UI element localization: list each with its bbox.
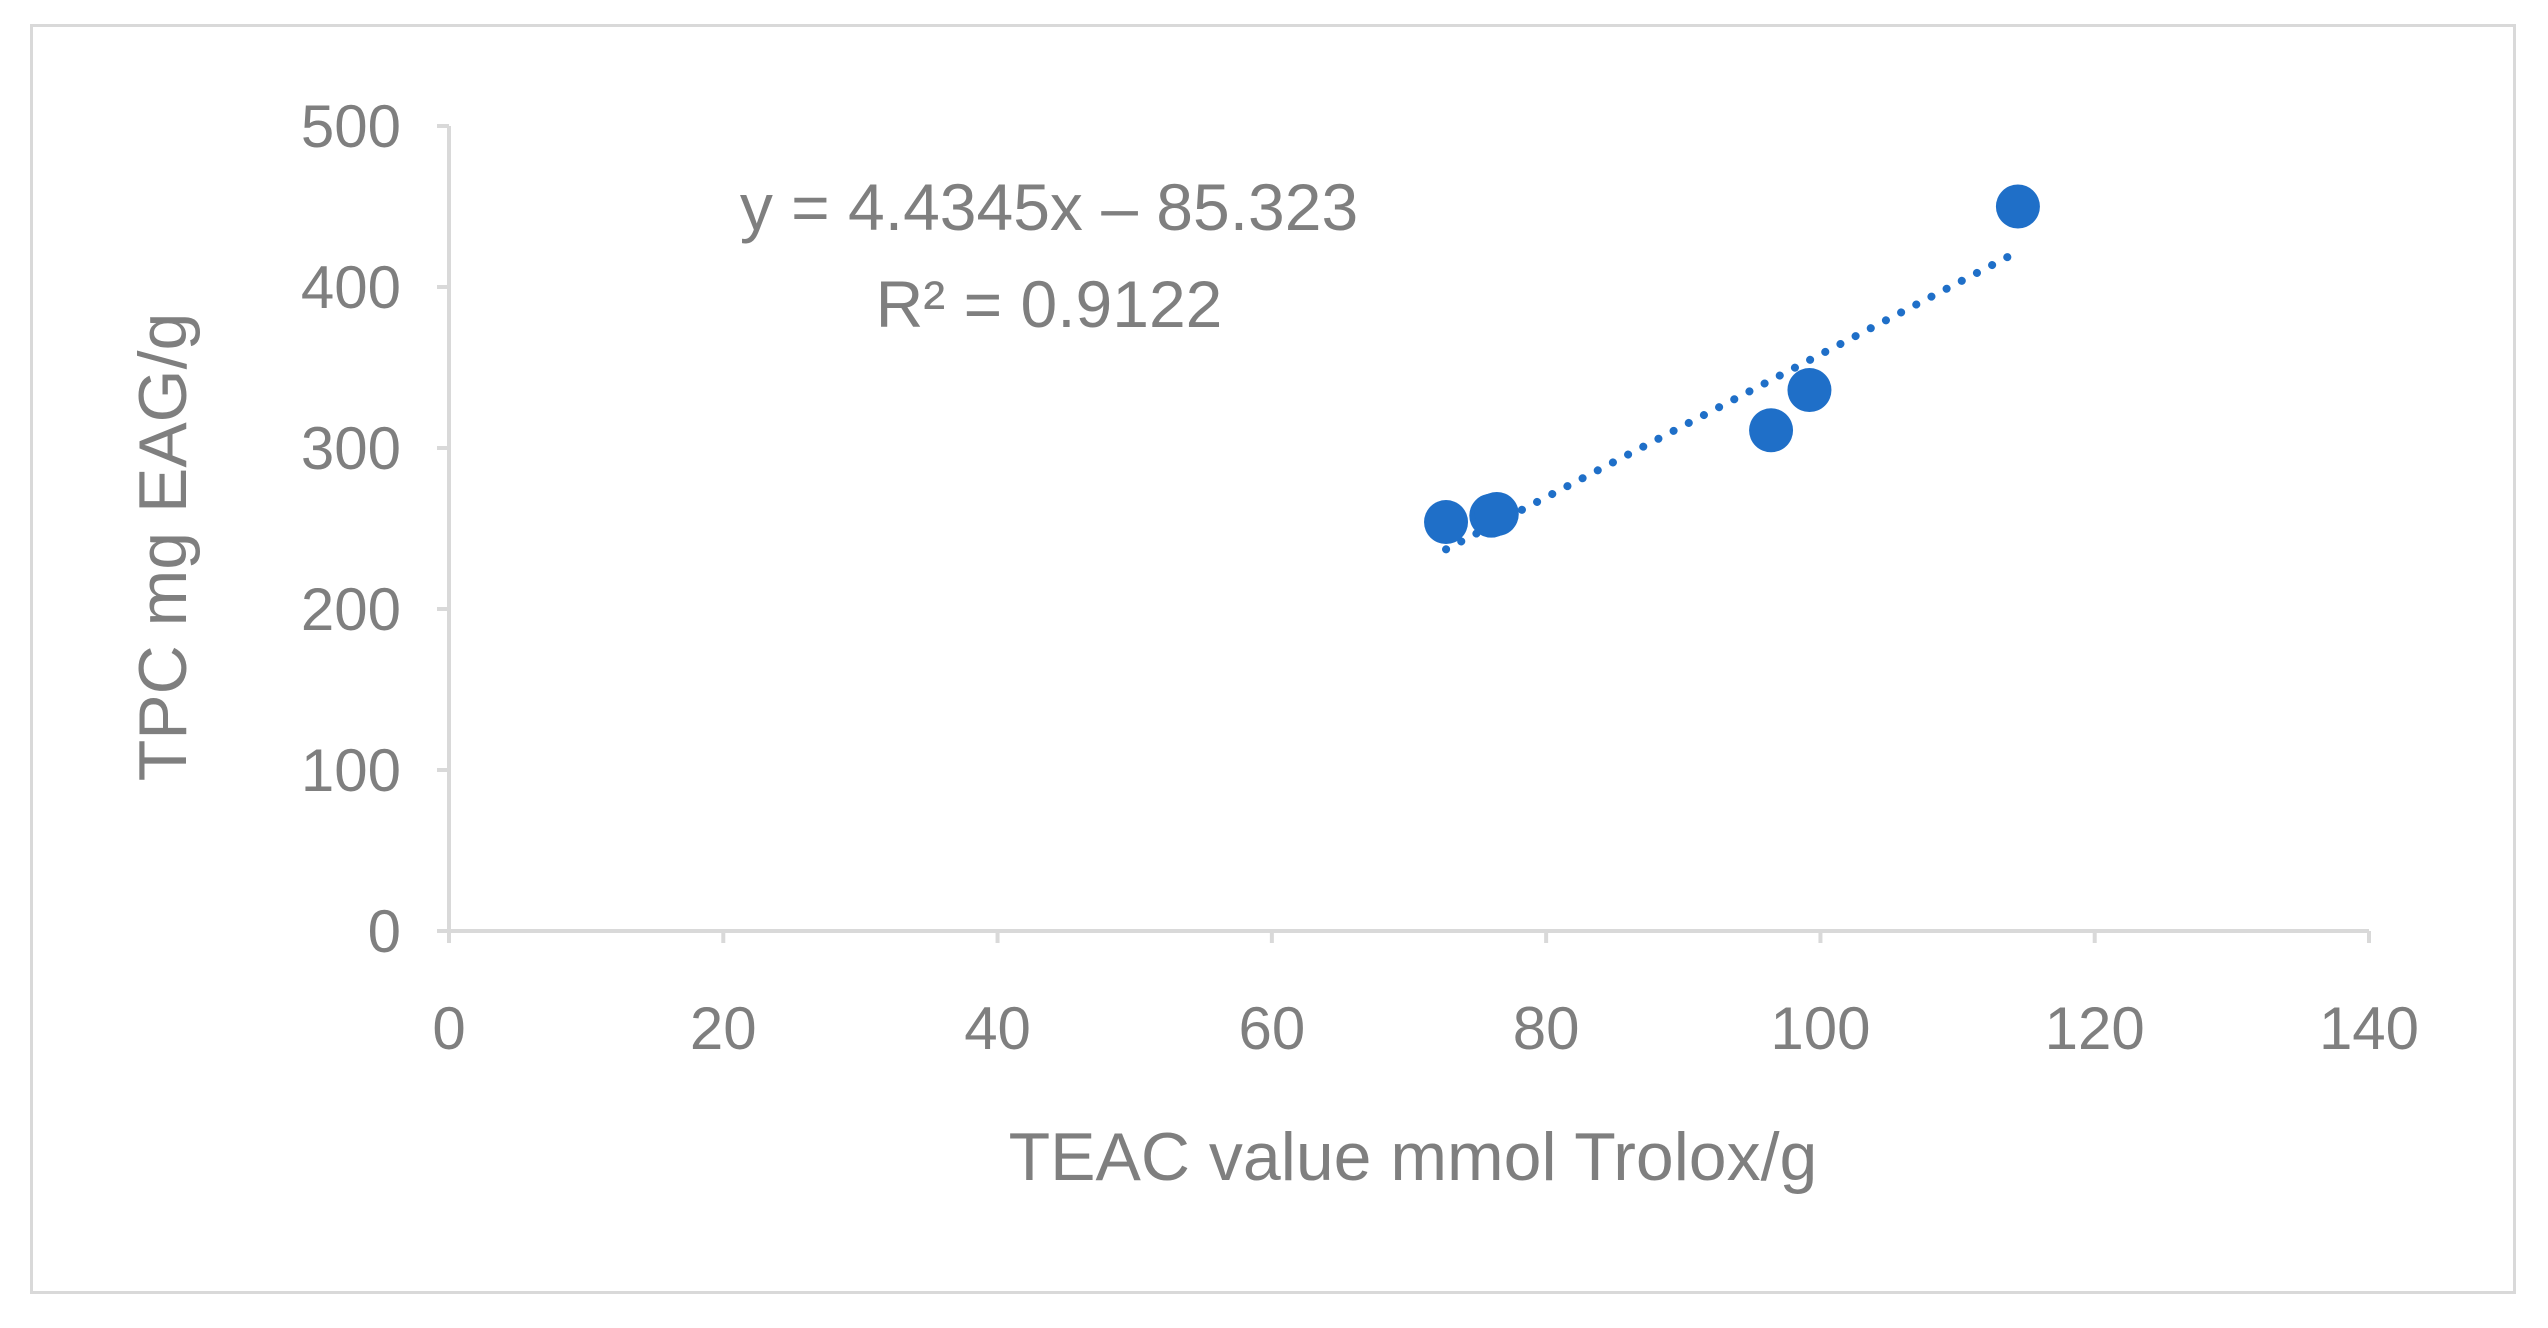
x-axis-title: TEAC value mmol Trolox/g [1009, 1119, 1818, 1195]
y-tick-label: 200 [301, 576, 401, 643]
x-tick-label: 80 [1513, 995, 1580, 1062]
data-point [1787, 368, 1832, 413]
y-tick-label: 400 [301, 254, 401, 321]
x-tick-label: 120 [2045, 995, 2145, 1062]
x-tick-label: 60 [1238, 995, 1305, 1062]
data-points [1424, 184, 2040, 545]
x-tick-label: 0 [432, 995, 465, 1062]
scatter-chart: 0 100 200 300 400 500 0 20 40 60 80 100 120 140 y = 4… [125, 93, 2419, 1195]
trendline-group [1442, 247, 2022, 554]
data-point [1749, 408, 1794, 453]
y-tick-label: 100 [301, 737, 401, 804]
trendline-equation: y = 4.4345x – 85.323 [740, 170, 1358, 244]
x-tick-label: 140 [2319, 995, 2419, 1062]
data-point [1995, 184, 2040, 229]
data-point [1424, 500, 1469, 545]
data-point [1474, 492, 1519, 537]
x-tick-label: 40 [964, 995, 1031, 1062]
y-axis-title: TPC mg EAG/g [125, 313, 201, 782]
axes: 0 100 200 300 400 500 0 20 40 60 80 100 120 140 [301, 93, 2419, 1062]
y-tick-label: 300 [301, 415, 401, 482]
x-tick-label: 20 [690, 995, 757, 1062]
trendline [1442, 247, 2022, 554]
y-tick-label: 500 [301, 93, 401, 160]
labels: y = 4.4345x – 85.323 R² = 0.9122 TEAC va… [125, 170, 1817, 1195]
chart-frame: 0 100 200 300 400 500 0 20 40 60 80 100 120 140 y = 4… [30, 24, 2516, 1294]
x-tick-label: 100 [1770, 995, 1870, 1062]
y-tick-label: 0 [368, 898, 401, 965]
trendline-r-squared: R² = 0.9122 [876, 267, 1223, 341]
